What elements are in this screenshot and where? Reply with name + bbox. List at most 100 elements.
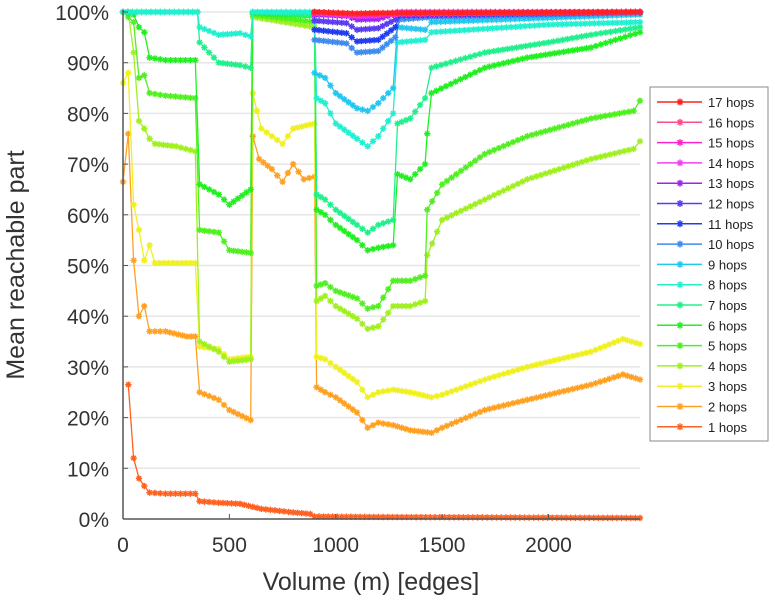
data-point [369,391,377,398]
data-point [618,19,625,26]
data-point [428,394,435,401]
data-point [385,387,392,394]
data-point [565,386,572,394]
data-point [613,514,621,522]
legend-item: 3 hops [657,379,748,394]
data-point [205,228,213,235]
data-point [384,513,391,521]
data-point [215,499,222,506]
data-point [390,216,397,224]
data-point [338,29,346,36]
data-point [151,55,159,62]
data-point [298,123,305,130]
legend: 17 hops 16 hops 15 hops 14 hops 13 hops 12 ho… [649,86,769,442]
data-point [364,107,371,115]
data-point [253,504,261,512]
data-point [615,337,622,345]
data-point [417,513,425,521]
data-point [537,52,545,59]
data-point [611,111,618,118]
data-point [394,39,401,46]
data-point [329,18,336,26]
data-point [327,297,334,305]
data-point [519,365,526,372]
data-point [403,38,410,45]
data-point [398,513,406,521]
legend-label: 3 hops [708,379,748,394]
data-point [443,422,451,429]
data-point [545,39,552,46]
data-point [178,259,186,267]
data-point [364,143,371,150]
data-point [327,359,334,367]
data-point [407,427,414,434]
data-point [339,9,347,17]
data-point [336,209,344,216]
data-point [156,259,163,267]
data-point [433,427,441,434]
data-point [179,332,186,339]
data-point [424,252,431,259]
data-point [576,514,584,521]
data-point [383,20,391,28]
data-point [476,408,484,416]
data-point [636,376,644,383]
data-point [504,45,511,53]
data-point [555,389,563,396]
data-point [479,514,486,521]
data-point [141,125,148,132]
data-point [411,108,419,115]
data-point [167,56,174,64]
data-point [581,514,588,521]
data-point [423,14,431,21]
data-point [566,9,574,16]
data-point [320,513,327,520]
data-point [569,352,577,360]
data-point [537,129,545,136]
data-point [615,372,622,380]
data-point [574,384,581,392]
data-point [390,277,397,284]
data-point [528,131,535,139]
data-point [362,37,369,44]
data-point [519,9,527,16]
series-line [122,133,641,434]
data-point [347,513,355,520]
data-point [125,69,132,77]
data-point [601,343,608,350]
data-point [411,427,418,434]
data-point [630,107,637,115]
data-point [234,195,242,202]
data-point [433,63,440,70]
legend-item: 4 hops [657,359,748,374]
legend-label: 2 hops [708,400,748,415]
data-point [390,110,397,117]
data-point [622,26,629,33]
data-point [187,259,195,267]
data-point [466,71,474,78]
data-point [446,514,453,521]
series-line [123,11,641,234]
data-point [352,513,359,520]
data-point [622,33,629,41]
data-point [167,490,174,497]
data-point [210,499,218,506]
data-point [537,171,545,179]
data-point [602,112,609,120]
data-point [493,16,500,23]
data-point [380,316,387,323]
data-point [627,25,634,32]
data-point [327,216,334,224]
data-point [327,82,334,89]
data-point [273,8,280,16]
data-point [520,15,528,22]
data-point [498,24,505,31]
data-point [505,140,512,148]
data-point [182,490,189,497]
data-point [431,9,438,16]
data-point [282,19,290,26]
data-point [358,49,365,56]
data-point [320,18,327,25]
data-point [306,8,313,16]
data-point [609,19,616,27]
